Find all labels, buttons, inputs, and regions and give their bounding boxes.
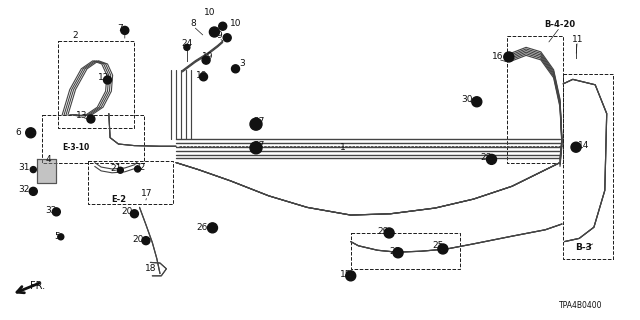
Text: 26: 26 [196, 223, 207, 232]
Circle shape [346, 271, 356, 281]
Circle shape [29, 187, 37, 195]
Circle shape [250, 118, 262, 130]
Circle shape [571, 142, 581, 152]
Text: 24: 24 [181, 39, 193, 48]
Circle shape [504, 52, 514, 62]
Text: 5: 5 [55, 232, 60, 241]
Text: 14: 14 [578, 141, 589, 150]
Circle shape [207, 223, 218, 233]
Text: 15: 15 [340, 270, 351, 279]
Circle shape [26, 128, 36, 138]
Circle shape [52, 208, 60, 216]
Circle shape [486, 154, 497, 164]
Circle shape [117, 167, 124, 173]
Circle shape [472, 97, 482, 107]
Text: TPA4B0400: TPA4B0400 [559, 301, 603, 310]
Circle shape [384, 228, 394, 238]
Text: B-4-20: B-4-20 [545, 20, 575, 29]
Text: 11: 11 [572, 35, 583, 44]
Text: 4: 4 [45, 155, 51, 164]
Circle shape [250, 142, 262, 154]
Text: 10: 10 [230, 19, 241, 28]
Text: 20: 20 [132, 235, 143, 244]
Circle shape [30, 167, 36, 172]
Text: B-3: B-3 [575, 243, 592, 252]
Text: 19: 19 [196, 71, 207, 80]
Circle shape [134, 166, 141, 172]
Circle shape [142, 236, 150, 244]
Text: 32: 32 [19, 185, 30, 194]
Text: 3: 3 [239, 59, 244, 68]
Text: 13: 13 [76, 111, 88, 120]
Text: 9: 9 [216, 31, 221, 40]
Circle shape [121, 26, 129, 34]
Circle shape [393, 248, 403, 258]
Circle shape [223, 34, 231, 42]
Text: 7: 7 [118, 24, 123, 33]
Circle shape [232, 65, 239, 73]
Text: 28: 28 [481, 153, 492, 162]
Text: 1: 1 [340, 143, 345, 152]
Text: 23: 23 [390, 247, 401, 256]
Polygon shape [37, 159, 56, 183]
Text: E-2: E-2 [111, 195, 126, 204]
Circle shape [219, 22, 227, 30]
Text: 30: 30 [461, 95, 473, 104]
Text: 32: 32 [45, 206, 57, 215]
Circle shape [200, 73, 207, 81]
Text: 20: 20 [121, 207, 132, 216]
Text: 29: 29 [377, 227, 388, 236]
Circle shape [209, 27, 220, 37]
Text: 17: 17 [141, 189, 153, 198]
Circle shape [438, 244, 448, 254]
Text: 18: 18 [145, 264, 156, 273]
Text: 27: 27 [253, 141, 265, 150]
Circle shape [58, 234, 64, 240]
Circle shape [202, 56, 210, 64]
Text: 8: 8 [191, 20, 196, 28]
Text: 12: 12 [98, 73, 109, 82]
Text: 21: 21 [111, 164, 122, 173]
Text: FR.: FR. [29, 281, 45, 292]
Text: 25: 25 [433, 241, 444, 250]
Text: 19: 19 [202, 52, 214, 61]
Text: 16: 16 [492, 52, 504, 61]
Text: 31: 31 [19, 164, 30, 172]
Text: 10: 10 [204, 8, 216, 17]
Circle shape [184, 44, 190, 50]
Text: 6: 6 [15, 128, 20, 137]
Circle shape [87, 115, 95, 123]
Circle shape [104, 76, 111, 84]
Text: 22: 22 [134, 164, 145, 172]
Text: 2: 2 [73, 31, 78, 40]
Text: E-3-10: E-3-10 [62, 143, 89, 152]
Circle shape [131, 210, 138, 218]
Text: 27: 27 [253, 117, 265, 126]
